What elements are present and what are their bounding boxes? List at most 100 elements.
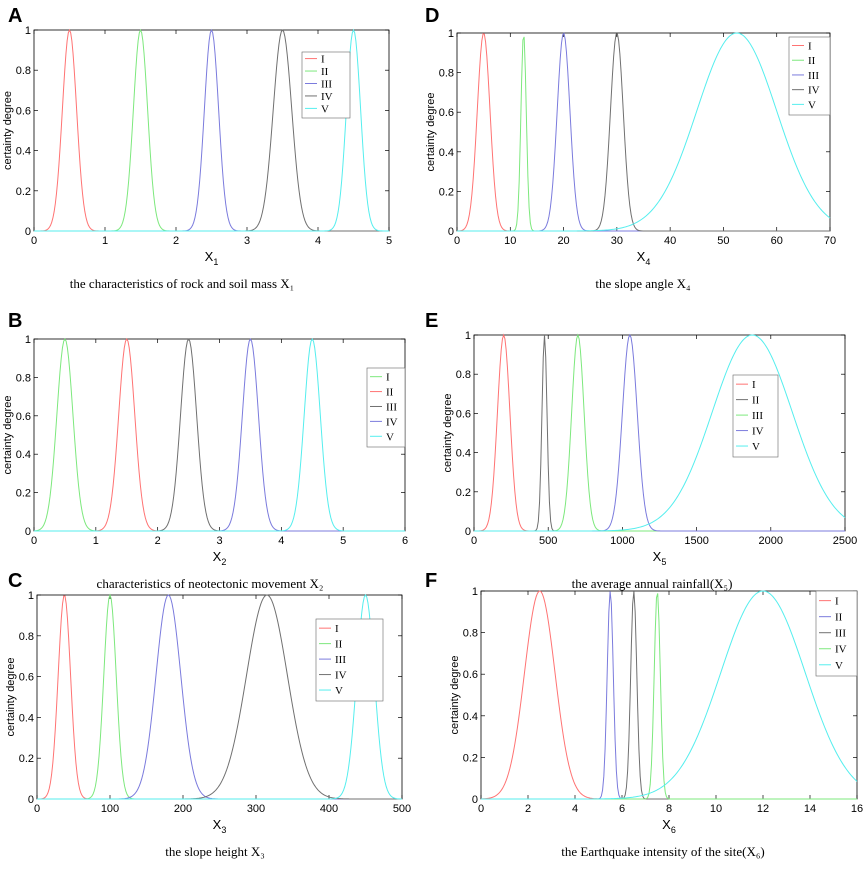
legend-box <box>315 618 384 702</box>
legend-label-III: III <box>321 78 332 90</box>
x-tick-label: 200 <box>174 803 192 815</box>
y-tick-label: 1 <box>25 334 31 346</box>
panel-letter: B <box>8 310 22 332</box>
panel-letter: A <box>8 5 22 27</box>
legend-label-II: II <box>808 55 816 67</box>
y-tick-label: 0.4 <box>16 449 31 461</box>
y-tick-label: 0.2 <box>16 186 31 198</box>
x-axis-label-subscript: 1 <box>213 257 218 267</box>
x-tick-label: 4 <box>315 235 321 247</box>
legend-box <box>301 51 351 119</box>
x-tick-label: 6 <box>619 803 625 815</box>
legend-label-V: V <box>835 660 843 672</box>
chart-panel-E: E0 500 1000 1500 2000 250000.20.40.60.81IIIII… <box>425 310 857 591</box>
legend-label-V: V <box>808 99 816 111</box>
series-line-V <box>457 32 831 232</box>
x-axis-label-main: X <box>205 249 214 264</box>
x-tick-label: 8 <box>666 803 672 815</box>
y-tick-label: 0 <box>448 226 454 238</box>
y-tick-label: 1 <box>25 25 31 37</box>
y-tick-label: 0.6 <box>456 408 471 420</box>
x-axis-label-subscript: 4 <box>645 257 650 267</box>
x-tick-label: 0 <box>454 235 460 247</box>
x-tick-label: 3 <box>244 235 250 247</box>
x-axis-label-subscript: 3 <box>221 825 226 835</box>
y-tick-label: 0.6 <box>439 107 454 119</box>
x-tick-label: 0 <box>471 535 477 547</box>
y-tick-label: 0.8 <box>456 369 471 381</box>
legend-label-V: V <box>335 685 343 697</box>
y-tick-label: 0.8 <box>19 631 34 643</box>
legend-label-III: III <box>835 628 846 640</box>
legend-label-I: I <box>752 379 756 391</box>
x-tick-label: 50 <box>717 235 729 247</box>
x-tick-label: 60 <box>771 235 783 247</box>
y-axis-label: certainty degree <box>425 93 437 172</box>
legend-label-I: I <box>321 54 325 66</box>
series-line-V <box>34 337 405 532</box>
x-tick-label: 4 <box>278 535 284 547</box>
x-axis-label-main: X <box>637 249 646 264</box>
x-tick-label: 0 <box>34 803 40 815</box>
y-tick-label: 0.6 <box>19 672 34 684</box>
y-tick-label: 0 <box>25 226 31 238</box>
y-tick-label: 0.2 <box>463 752 478 764</box>
legend-box <box>815 590 858 677</box>
y-tick-label: 1 <box>465 330 471 342</box>
y-tick-label: 0.2 <box>439 186 454 198</box>
legend-box <box>366 367 406 448</box>
chart-panel-D: D0 10 20 30 40 50 60 7000.20.40.60.81IIIIIIIVVX… <box>425 5 836 291</box>
x-tick-label: 40 <box>664 235 676 247</box>
x-tick-label: 500 <box>539 535 557 547</box>
y-tick-label: 0.4 <box>16 146 31 158</box>
plot-frame <box>456 32 831 232</box>
x-tick-label: 100 <box>101 803 119 815</box>
legend-label-I: I <box>335 623 339 635</box>
legend-label-V: V <box>752 441 760 453</box>
x-axis-label: X2 <box>213 549 227 567</box>
x-tick-label: 12 <box>757 803 769 815</box>
x-axis-label-subscript: 2 <box>221 557 226 567</box>
x-tick-label: 1 <box>102 235 108 247</box>
y-tick-label: 0.6 <box>16 411 31 423</box>
series-line-V <box>37 594 403 800</box>
legend-box <box>732 374 779 458</box>
y-tick-label: 0.6 <box>16 105 31 117</box>
panel-letter: C <box>8 570 22 592</box>
y-tick-label: 0.4 <box>463 711 478 723</box>
y-tick-label: 0 <box>472 794 478 806</box>
y-axis-label: certainty degree <box>5 658 17 737</box>
panel-caption: the Earthquake intensity of the site(X₆) <box>561 844 764 859</box>
legend-label-II: II <box>835 612 843 624</box>
x-axis-label: X5 <box>653 549 667 567</box>
y-tick-label: 1 <box>448 28 454 40</box>
y-tick-label: 0.8 <box>16 372 31 384</box>
series-line-V <box>474 334 846 532</box>
y-tick-label: 0 <box>465 526 471 538</box>
x-tick-label: 14 <box>804 803 816 815</box>
y-tick-label: 0.4 <box>456 448 471 460</box>
legend-label-III: III <box>386 401 397 413</box>
x-tick-label: 1000 <box>610 535 634 547</box>
y-tick-label: 0 <box>25 526 31 538</box>
x-axis-label-subscript: 6 <box>671 825 676 835</box>
x-axis-label-subscript: 5 <box>661 557 666 567</box>
x-axis-label-main: X <box>213 549 222 564</box>
series-line-V <box>481 590 858 800</box>
x-axis-label-main: X <box>662 817 671 832</box>
legend-label-II: II <box>321 66 329 78</box>
legend-label-V: V <box>386 431 394 443</box>
x-tick-label: 16 <box>851 803 863 815</box>
x-tick-label: 2500 <box>833 535 857 547</box>
chart-panel-B: B0 1 2 3 4 5 600.20.40.60.81IIIIIIIVVX2certain… <box>2 310 408 591</box>
x-axis-label: X6 <box>662 817 676 835</box>
legend-label-III: III <box>335 654 346 666</box>
x-tick-label: 0 <box>478 803 484 815</box>
panel-caption: the characteristics of rock and soil mas… <box>70 276 294 291</box>
legend-label-V: V <box>321 103 329 115</box>
chart-panel-F: F0 2 4 6 8 10 12 14 1600.20.40.60.81IIIIIIIVVX6c… <box>425 570 863 859</box>
y-axis-label: certainty degree <box>442 394 454 473</box>
